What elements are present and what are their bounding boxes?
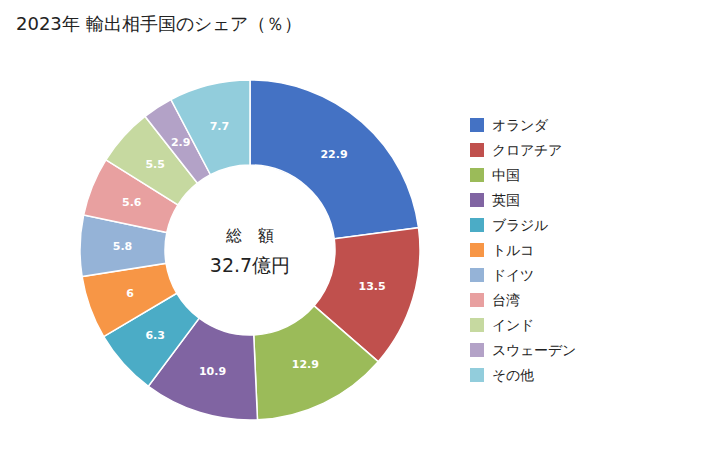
data-label: 6 (126, 287, 134, 300)
data-label: 22.9 (320, 148, 347, 161)
legend-label: インド (492, 317, 534, 333)
data-label: 5.6 (122, 196, 142, 209)
data-label: 2.9 (171, 136, 191, 149)
legend-label: スウェーデン (492, 342, 576, 358)
legend-label: クロアチア (492, 142, 562, 158)
data-label: 12.9 (292, 358, 319, 371)
legend-swatch (470, 368, 484, 382)
legend-swatch (470, 243, 484, 257)
center-annotation: 総 額 (225, 226, 274, 245)
legend-label: 英国 (492, 192, 520, 208)
data-label: 6.3 (145, 329, 165, 342)
chart-container: 2023年 輸出相手国のシェア（％） 22.9 13.5 12.9 10.9 6.3 6 5.… (0, 0, 728, 450)
legend-label: 台湾 (492, 292, 520, 308)
legend-swatch (470, 268, 484, 282)
slice (250, 80, 419, 239)
legend-swatch (470, 193, 484, 207)
legend-swatch (470, 118, 484, 132)
legend-swatch (470, 293, 484, 307)
legend-label: 中国 (492, 167, 520, 183)
legend-label: オランダ (492, 117, 549, 133)
data-label: 10.9 (199, 365, 226, 378)
legend-swatch (470, 318, 484, 332)
legend-swatch (470, 168, 484, 182)
legend-swatch (470, 143, 484, 157)
data-label: 5.8 (113, 240, 133, 253)
legend-label: ブラジル (492, 217, 548, 233)
legend: オランダクロアチア中国英国ブラジルトルコドイツ台湾インドスウェーデンその他 (470, 117, 576, 383)
legend-label: ドイツ (492, 267, 534, 283)
chart-title: 2023年 輸出相手国のシェア（％） (16, 13, 302, 34)
slices (80, 80, 420, 420)
data-labels: 22.9 13.5 12.9 10.9 6.3 6 5.8 5.6 5.5 2.9 7.7 (113, 120, 386, 379)
background (0, 0, 728, 450)
legend-swatch (470, 218, 484, 232)
legend-swatch (470, 343, 484, 357)
data-label: 13.5 (359, 280, 386, 293)
legend-label: トルコ (492, 242, 534, 258)
slice (254, 306, 378, 420)
legend-label: その他 (492, 367, 534, 383)
chart-svg: 2023年 輸出相手国のシェア（％） 22.9 13.5 12.9 10.9 6.3 6 5.… (0, 0, 728, 450)
slice (171, 80, 250, 175)
data-label: 5.5 (145, 158, 165, 171)
center-annotation: 32.7億円 (210, 254, 290, 276)
data-label: 7.7 (210, 120, 230, 133)
